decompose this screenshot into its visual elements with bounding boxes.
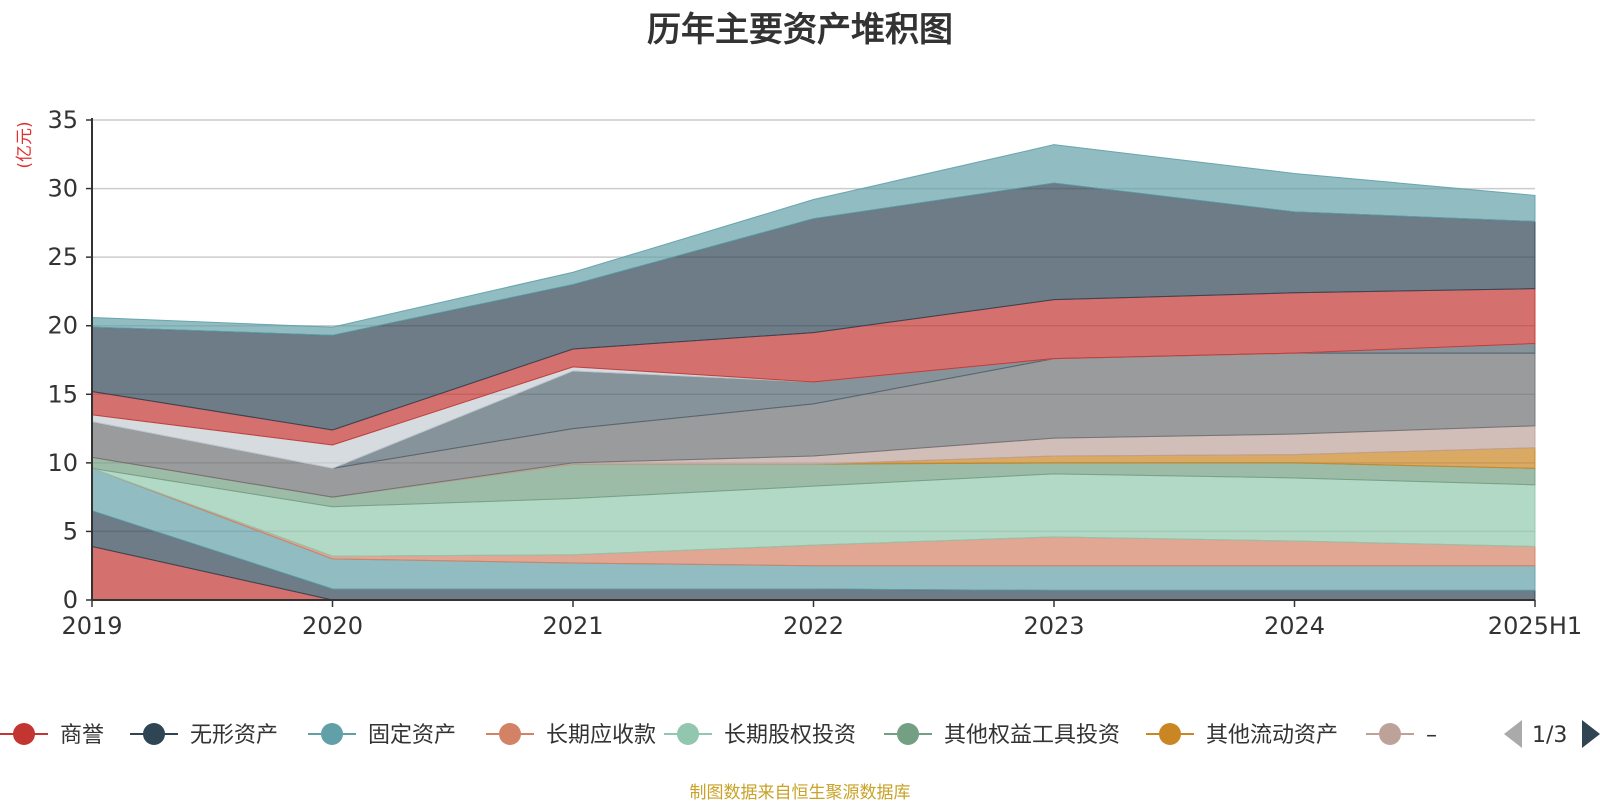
- axes: 0 5 10 15 20 25 30 35 2019 2020 2021 2022 2023 2024 20…: [47, 106, 1582, 640]
- x-tick-label: 2023: [1023, 612, 1084, 640]
- x-tick-label: 2020: [302, 612, 363, 640]
- y-tick-label: 25: [47, 243, 78, 271]
- legend-label: 商誉: [60, 723, 104, 748]
- legend-marker: [1379, 723, 1401, 745]
- legend-label: 其他权益工具投资: [944, 723, 1120, 748]
- legend-marker: [499, 723, 521, 745]
- legend-item-2[interactable]: 固定资产: [308, 723, 456, 748]
- legend-prev-icon[interactable]: [1504, 720, 1522, 748]
- legend-label: 长期股权投资: [724, 723, 856, 748]
- legend-marker: [143, 723, 165, 745]
- legend-page-indicator: 1/3: [1532, 723, 1567, 748]
- legend-item-5[interactable]: 其他权益工具投资: [884, 723, 1120, 748]
- legend-label: –: [1426, 723, 1437, 748]
- legend-item-4[interactable]: 长期股权投资: [664, 723, 856, 748]
- y-tick-label: 5: [63, 517, 78, 545]
- legend-item-0[interactable]: 商誉: [0, 723, 104, 748]
- x-tick-label: 2022: [783, 612, 844, 640]
- source-note: 制图数据来自恒生聚源数据库: [689, 783, 911, 803]
- y-tick-label: 30: [47, 175, 78, 203]
- legend-item-7[interactable]: –: [1366, 723, 1437, 748]
- x-tick-label: 2019: [61, 612, 122, 640]
- legend-marker: [321, 723, 343, 745]
- y-tick-label: 15: [47, 380, 78, 408]
- legend-item-3[interactable]: 长期应收款: [486, 723, 656, 748]
- legend-label: 长期应收款: [546, 723, 656, 748]
- x-tick-label: 2025H1: [1488, 612, 1582, 640]
- y-tick-label: 10: [47, 449, 78, 477]
- legend-item-1[interactable]: 无形资产: [130, 723, 278, 748]
- legend-label: 固定资产: [368, 723, 456, 748]
- y-axis-label: (亿元): [15, 121, 35, 168]
- legend-marker: [677, 723, 699, 745]
- legend-marker: [1159, 723, 1181, 745]
- legend-marker: [897, 723, 919, 745]
- y-tick-label: 20: [47, 312, 78, 340]
- area-series-layer: [91, 144, 1536, 601]
- legend-item-6[interactable]: 其他流动资产: [1146, 723, 1338, 748]
- x-tick-label: 2024: [1264, 612, 1325, 640]
- legend-label: 无形资产: [190, 723, 278, 748]
- y-tick-label: 0: [63, 586, 78, 614]
- y-tick-label: 35: [47, 106, 78, 134]
- x-tick-label: 2021: [542, 612, 603, 640]
- legend-next-icon[interactable]: [1582, 720, 1600, 748]
- legend-marker: [13, 723, 35, 745]
- chart-title: 历年主要资产堆积图: [647, 10, 953, 50]
- legend: 商誉 无形资产 固定资产 长期应收款 长期股权投资 其他权益工具投资 其他流动资产 – 1/3: [0, 720, 1600, 748]
- legend-label: 其他流动资产: [1206, 723, 1338, 748]
- area-series-13: [91, 144, 1536, 336]
